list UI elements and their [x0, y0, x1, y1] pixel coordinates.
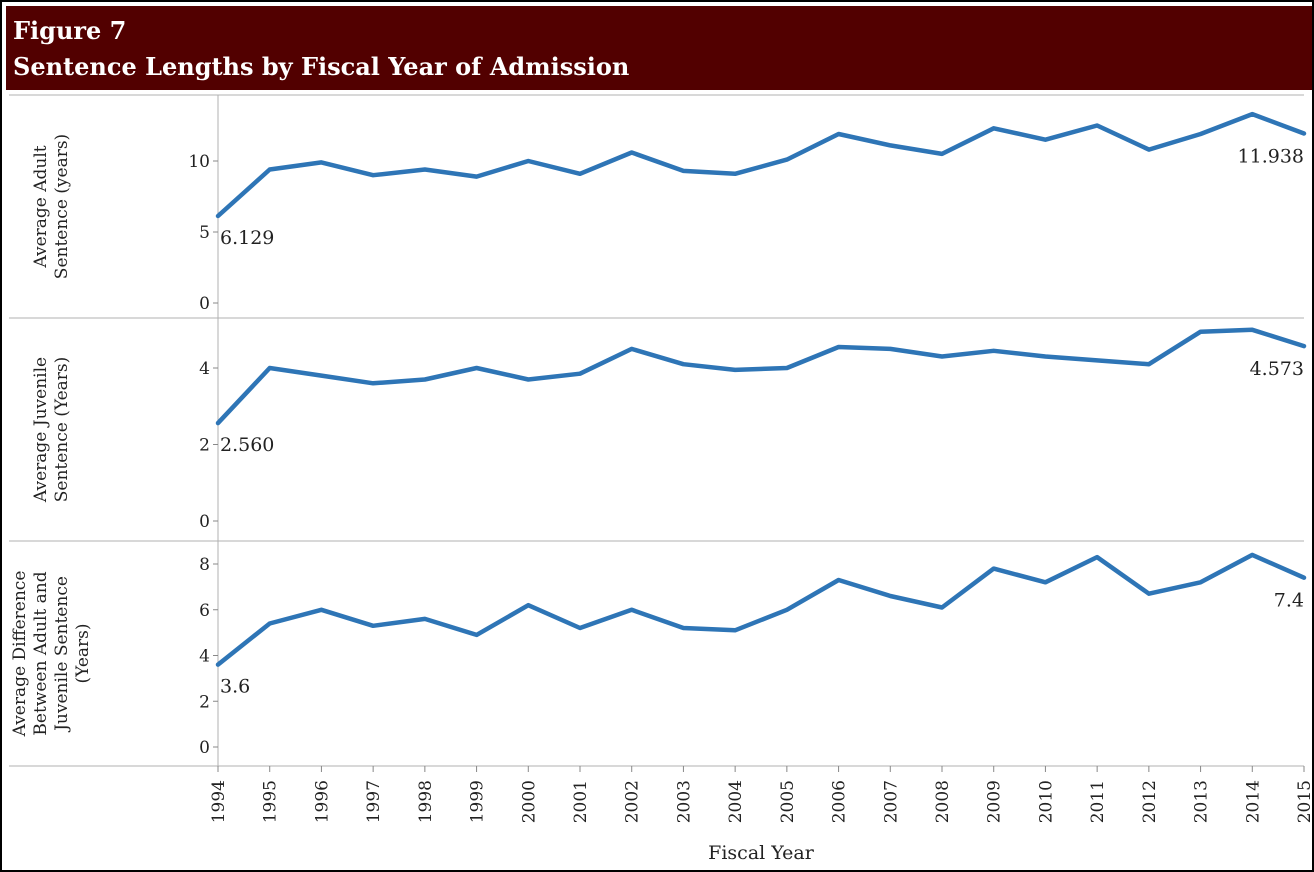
y-tick-label: 0 — [199, 738, 210, 758]
x-tick-label: 2004 — [726, 780, 746, 823]
x-tick-label: 1996 — [312, 780, 332, 823]
y-axis-label: (Years) — [73, 623, 93, 683]
series-line — [215, 552, 1307, 667]
x-tick-label: 1994 — [209, 780, 229, 823]
x-tick-label: 2000 — [519, 780, 539, 823]
data-label: 11.938 — [1238, 145, 1304, 167]
x-tick-label: 1995 — [261, 780, 281, 823]
y-axis-label: Between Adult and — [31, 571, 51, 735]
data-label: 6.129 — [220, 227, 274, 249]
y-tick-label: 5 — [199, 223, 210, 243]
x-axis-title: Fiscal Year — [708, 842, 815, 864]
x-tick-label: 1998 — [416, 780, 436, 823]
data-label: 4.573 — [1250, 358, 1304, 380]
x-tick-label: 2007 — [881, 780, 901, 823]
x-tick-label: 2010 — [1036, 780, 1056, 823]
y-axis-label: Average Adult — [31, 145, 51, 268]
y-tick-label: 10 — [188, 152, 210, 172]
y-tick-label: 0 — [199, 512, 210, 532]
y-tick-label: 2 — [199, 436, 210, 456]
x-tick-label: 1999 — [468, 780, 488, 823]
x-tick-label: 2015 — [1295, 780, 1314, 823]
x-tick-label: 2013 — [1192, 780, 1212, 823]
y-axis-label: Sentence (years) — [52, 134, 72, 279]
x-tick-label: 2011 — [1088, 780, 1108, 823]
x-tick-label: 2012 — [1140, 780, 1160, 823]
series-line — [215, 111, 1307, 219]
x-tick-label: 2006 — [830, 780, 850, 823]
y-tick-label: 4 — [199, 647, 210, 667]
y-tick-label: 0 — [199, 294, 210, 314]
y-tick-label: 4 — [199, 359, 210, 379]
data-label: 3.6 — [220, 676, 250, 698]
y-axis-label: Sentence (Years) — [52, 357, 72, 503]
data-label: 7.4 — [1274, 590, 1304, 612]
data-label: 2.560 — [220, 434, 274, 456]
x-tick-label: 2003 — [674, 780, 694, 823]
y-tick-label: 8 — [199, 555, 210, 575]
y-axis-label: Juvenile Sentence — [52, 576, 72, 733]
y-tick-label: 2 — [199, 692, 210, 712]
figure-label: Figure 7 — [13, 16, 127, 45]
x-tick-label: 2002 — [623, 780, 643, 823]
x-tick-label: 2001 — [571, 780, 591, 823]
y-axis-label: Average Juvenile — [31, 357, 51, 503]
x-tick-label: 1997 — [364, 780, 384, 823]
figure-header: Figure 7 Sentence Lengths by Fiscal Year… — [6, 6, 1312, 90]
x-tick-label: 2008 — [933, 780, 953, 823]
y-axis-label: Average Difference — [10, 571, 30, 738]
x-tick-label: 2005 — [778, 780, 798, 823]
series-line — [215, 327, 1307, 426]
x-tick-label: 2009 — [985, 780, 1005, 823]
x-tick-label: 2014 — [1243, 780, 1263, 823]
figure-title: Sentence Lengths by Fiscal Year of Admis… — [13, 52, 630, 81]
y-tick-label: 6 — [199, 601, 210, 621]
